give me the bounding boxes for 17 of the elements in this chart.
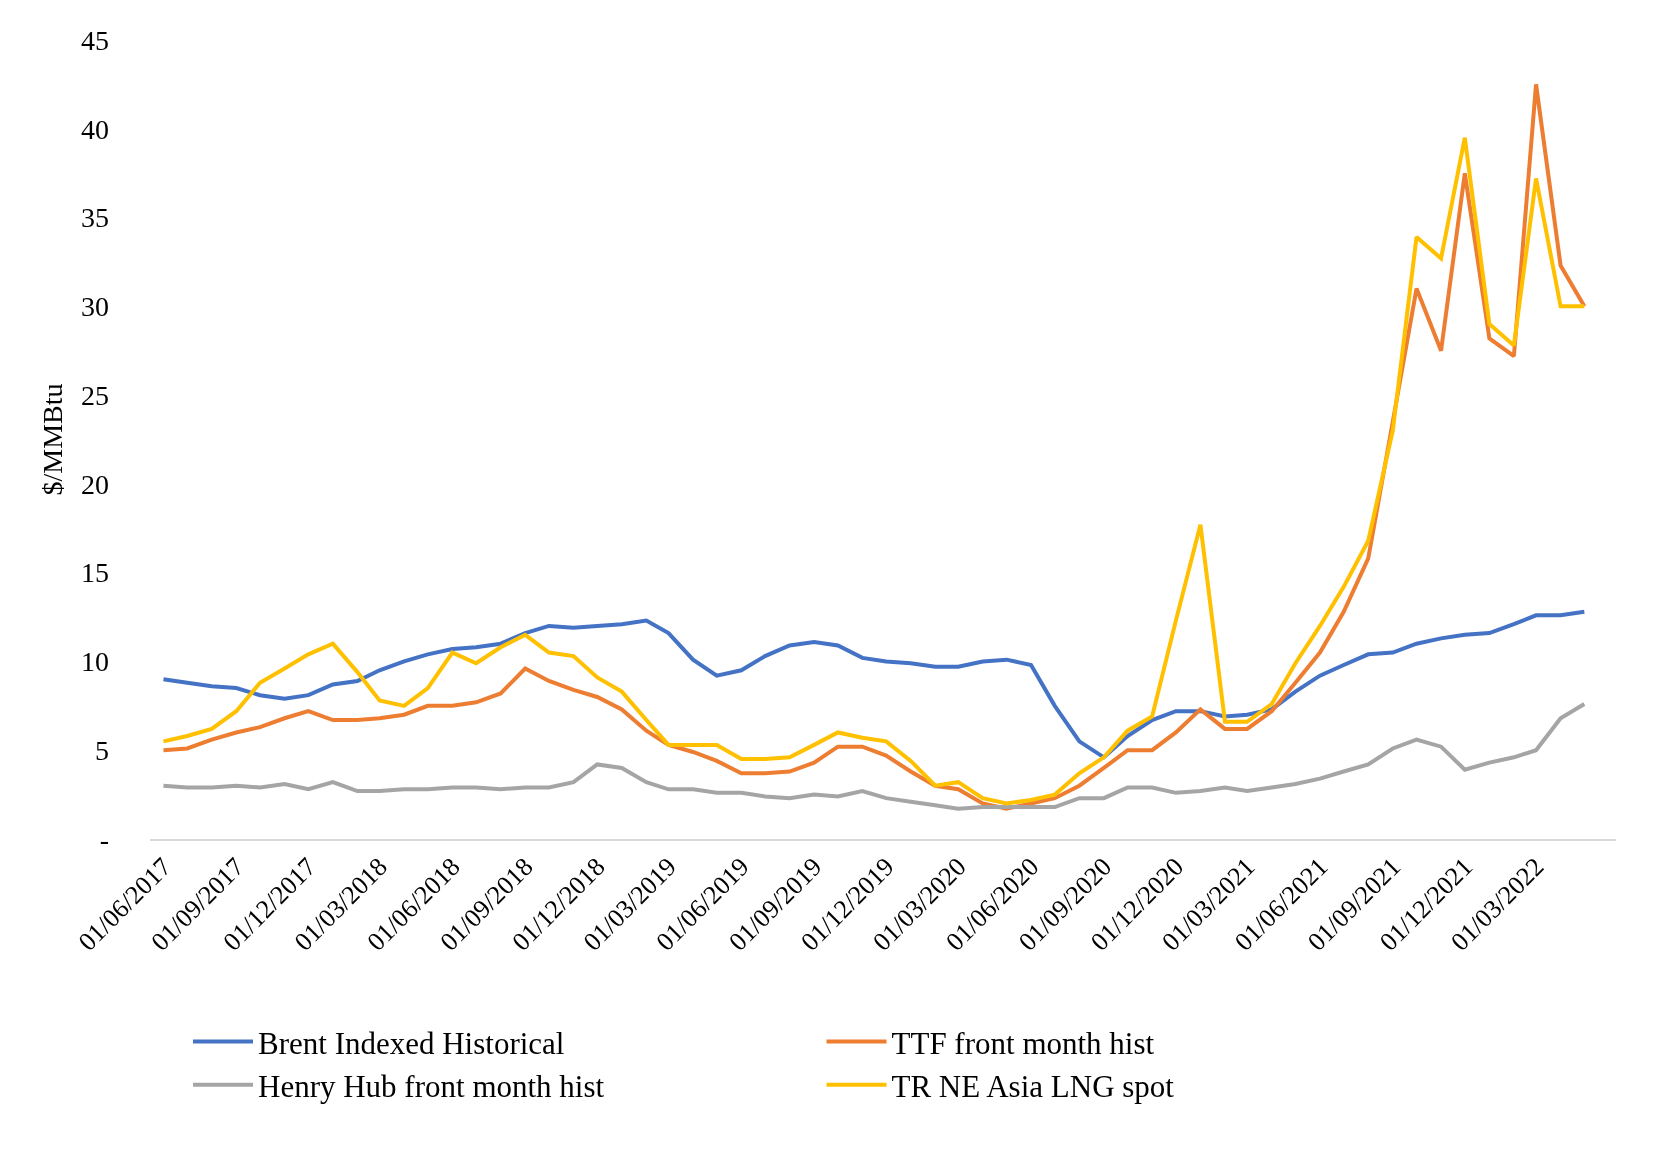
line-series [161, 609, 1587, 760]
y-tick-label: - [99, 823, 109, 855]
y-tick-label: 10 [81, 646, 109, 678]
y-tick-label: 15 [81, 557, 109, 589]
y-axis-title: $/MMBtu [36, 383, 68, 496]
y-tick-label: 30 [81, 291, 109, 323]
y-tick-label: 45 [81, 24, 109, 56]
legend-label: TTF front month hist [891, 1025, 1155, 1061]
y-tick-label: 35 [81, 202, 109, 234]
y-tick-label: 40 [81, 113, 109, 145]
y-tick-label: 20 [81, 468, 109, 500]
y-tick-label: 5 [95, 735, 109, 767]
legend-label: Henry Hub front month hist [258, 1068, 605, 1104]
line-series [161, 702, 1587, 811]
legend-label: Brent Indexed Historical [258, 1025, 565, 1061]
legend-label: TR NE Asia LNG spot [891, 1068, 1175, 1104]
y-tick-label: 25 [81, 379, 109, 411]
